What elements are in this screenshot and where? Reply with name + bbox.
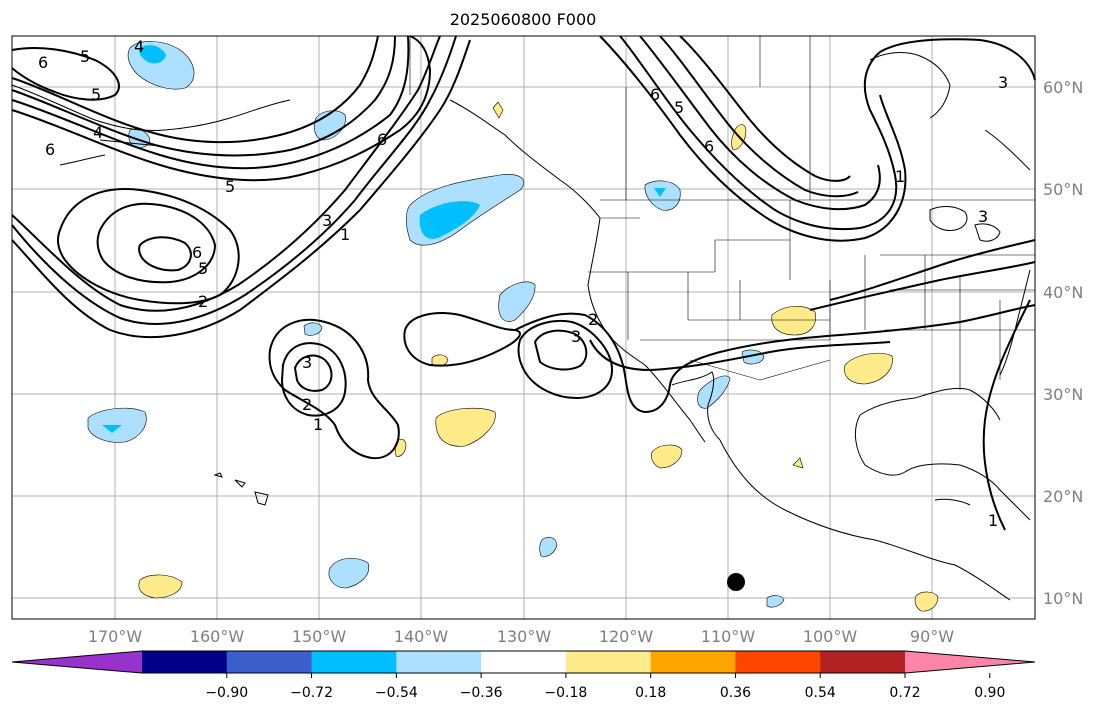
- colorbar-tick-label: −0.54: [375, 685, 418, 701]
- contour-label: 5: [198, 259, 208, 278]
- longitude-label: 110°W: [701, 627, 756, 646]
- colorbar-extend-high: [905, 651, 1035, 673]
- contour-label: 5: [80, 47, 90, 66]
- contour-label: 2: [198, 292, 208, 311]
- negative-anomaly-cores: [102, 45, 666, 433]
- contour-label: 1: [988, 511, 998, 530]
- colorbar-tick-label: −0.72: [290, 685, 333, 701]
- colorbar-segment: [565, 651, 652, 673]
- contour-label: 2: [302, 395, 312, 414]
- colorbar-ticks: −0.90 −0.72 −0.54 −0.36 −0.18 0.18 0.36 0.54 0.7…: [205, 673, 1005, 701]
- colorbar-segment: [226, 651, 313, 673]
- contour-lines: [11, 35, 1036, 531]
- colorbar-tick-label: −0.18: [544, 685, 587, 701]
- longitude-label: 160°W: [190, 627, 245, 646]
- colorbar-segment: [481, 651, 567, 673]
- contour-label: 3: [322, 211, 332, 230]
- contour-label: 5: [674, 98, 684, 117]
- colorbar-segment: [142, 651, 228, 673]
- map-frame: [11, 35, 1036, 620]
- colorbar-extend-low: [12, 651, 142, 673]
- positive-anomaly-patches: [138, 101, 939, 612]
- location-marker: [727, 573, 745, 591]
- latitude-label: 20°N: [1043, 487, 1083, 506]
- contour-label: 3: [571, 327, 581, 346]
- colorbar-segment: [650, 651, 736, 673]
- colorbar-segment: [311, 651, 397, 673]
- colorbar-tick-label: 0.72: [889, 685, 920, 701]
- contour-label: 4: [93, 123, 103, 142]
- colorbar-segment: [396, 651, 482, 673]
- latitude-label: 40°N: [1043, 283, 1083, 302]
- contour-label: 6: [704, 137, 714, 156]
- contour-label: 3: [978, 207, 988, 226]
- contour-label: 6: [192, 243, 202, 262]
- latitude-label: 10°N: [1043, 589, 1083, 608]
- contour-label: 1: [340, 225, 350, 244]
- map-title: 2025060800 F000: [449, 10, 597, 29]
- colorbar-segment: [735, 651, 821, 673]
- colorbar-outline: [11, 650, 1036, 674]
- contour-label: 5: [91, 85, 101, 104]
- contour-label: 6: [45, 140, 55, 159]
- contour-label: 6: [38, 53, 48, 72]
- contour-label: 5: [225, 177, 235, 196]
- longitude-label: 170°W: [88, 627, 143, 646]
- longitude-label: 130°W: [497, 627, 552, 646]
- colorbar-tick-label: 0.90: [974, 685, 1005, 701]
- longitude-label: 120°W: [599, 627, 654, 646]
- latitude-label: 50°N: [1043, 180, 1083, 199]
- longitude-label: 100°W: [803, 627, 858, 646]
- longitude-label: 140°W: [394, 627, 449, 646]
- contour-label: 6: [377, 130, 387, 149]
- colorbar-tick-label: −0.90: [205, 685, 248, 701]
- latitude-labels: 60°N 50°N 40°N 30°N 20°N 10°N: [1043, 78, 1083, 608]
- contour-label: 6: [650, 85, 660, 104]
- contour-labels: 6 5 4 5 6 4 5 6 3 1 6 5 2 6 5 6 1 3 3 2 …: [38, 37, 1008, 530]
- contour-label: 2: [588, 310, 598, 329]
- contour-label: 3: [998, 73, 1008, 92]
- latitude-label: 60°N: [1043, 78, 1083, 97]
- longitude-label: 150°W: [292, 627, 347, 646]
- political-boundaries: [409, 36, 1035, 390]
- longitude-labels: 170°W 160°W 150°W 140°W 130°W 120°W 110°…: [88, 627, 954, 646]
- longitude-label: 90°W: [910, 627, 954, 646]
- contour-label: 3: [302, 353, 312, 372]
- colorbar-tick-label: 0.18: [635, 685, 666, 701]
- colorbar-segment: [820, 651, 906, 673]
- colorbar-tick-label: −0.36: [460, 685, 503, 701]
- contour-label: 4: [134, 37, 144, 56]
- colorbar-tick-label: 0.54: [805, 685, 836, 701]
- colorbar-tick-label: 0.36: [720, 685, 751, 701]
- latitude-label: 30°N: [1043, 385, 1083, 404]
- colorbar: [11, 650, 1036, 674]
- contour-label: 1: [895, 167, 905, 186]
- contour-label: 1: [313, 415, 323, 434]
